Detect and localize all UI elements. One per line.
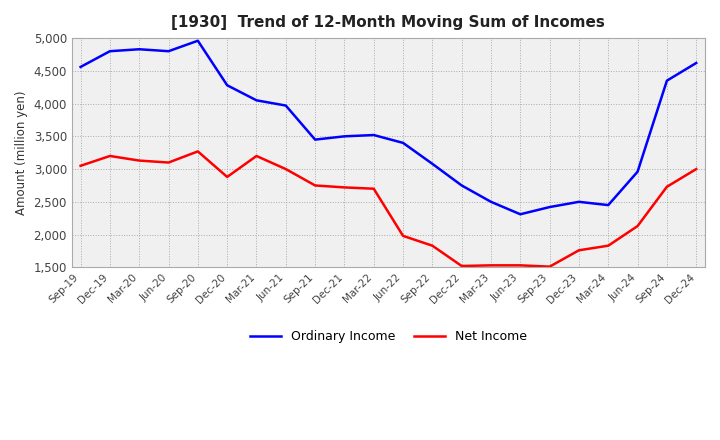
Net Income (516, 263, 525, 268)
Ordinary Income (164, 48, 173, 54)
Net Income (662, 184, 671, 189)
Net Income (194, 149, 202, 154)
Net Income (457, 264, 466, 269)
Ordinary Income (369, 132, 378, 138)
Net Income (282, 166, 290, 172)
Ordinary Income (106, 48, 114, 54)
Ordinary Income (399, 140, 408, 146)
Ordinary Income (428, 161, 437, 166)
Net Income (634, 224, 642, 229)
Ordinary Income (311, 137, 320, 142)
Net Income (76, 163, 85, 169)
Net Income (340, 185, 348, 190)
Ordinary Income (223, 83, 232, 88)
Ordinary Income (282, 103, 290, 108)
Ordinary Income (545, 205, 554, 210)
Line: Ordinary Income: Ordinary Income (81, 41, 696, 214)
Title: [1930]  Trend of 12-Month Moving Sum of Incomes: [1930] Trend of 12-Month Moving Sum of I… (171, 15, 606, 30)
Net Income (428, 243, 437, 248)
Net Income (311, 183, 320, 188)
Net Income (604, 243, 613, 248)
Ordinary Income (634, 169, 642, 174)
Net Income (164, 160, 173, 165)
Net Income (252, 154, 261, 159)
Ordinary Income (575, 199, 583, 205)
Net Income (545, 264, 554, 269)
Net Income (487, 263, 495, 268)
Ordinary Income (194, 38, 202, 44)
Ordinary Income (516, 212, 525, 217)
Net Income (575, 248, 583, 253)
Ordinary Income (252, 98, 261, 103)
Ordinary Income (457, 183, 466, 188)
Net Income (369, 186, 378, 191)
Ordinary Income (135, 47, 143, 52)
Net Income (399, 233, 408, 238)
Net Income (223, 174, 232, 180)
Net Income (135, 158, 143, 163)
Net Income (106, 154, 114, 159)
Ordinary Income (340, 134, 348, 139)
Ordinary Income (487, 199, 495, 205)
Ordinary Income (604, 202, 613, 208)
Legend: Ordinary Income, Net Income: Ordinary Income, Net Income (245, 325, 532, 348)
Ordinary Income (76, 64, 85, 70)
Line: Net Income: Net Income (81, 151, 696, 267)
Y-axis label: Amount (million yen): Amount (million yen) (15, 91, 28, 215)
Net Income (692, 166, 701, 172)
Ordinary Income (692, 60, 701, 66)
Ordinary Income (662, 78, 671, 83)
